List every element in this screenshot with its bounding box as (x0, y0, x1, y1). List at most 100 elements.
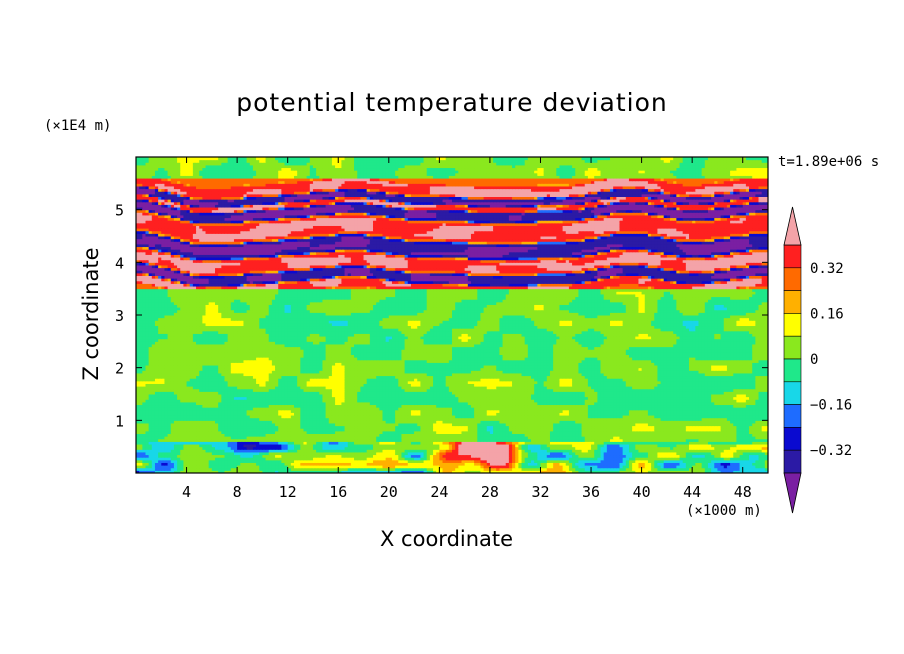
contour-cell (730, 454, 734, 458)
contour-cell (439, 449, 444, 453)
contour-cell (287, 433, 292, 437)
contour-cell (657, 462, 662, 466)
contour-cell (549, 425, 554, 429)
contour-cell (758, 441, 763, 445)
contour-cell (600, 441, 605, 445)
contour-cell (591, 457, 595, 461)
contour-cell (616, 449, 620, 453)
contour-cell (707, 454, 712, 458)
contour-cell (496, 420, 500, 424)
contour-cell (597, 446, 602, 450)
contour-cell (173, 438, 178, 442)
contour-cell (515, 428, 519, 432)
contour-cell (395, 444, 399, 448)
contour-cell (534, 454, 538, 458)
contour-cell (145, 465, 150, 469)
contour-cell (689, 454, 693, 458)
contour-cell (303, 444, 308, 448)
contour-cell (433, 462, 437, 466)
contour-cell (455, 454, 459, 458)
contour-cell (376, 449, 380, 453)
contour-cell (654, 451, 658, 456)
contour-cell (647, 422, 652, 427)
contour-cell (584, 470, 589, 473)
contour-cell (445, 462, 450, 466)
contour-cell (312, 449, 317, 453)
contour-cell (527, 420, 532, 424)
contour-cell (268, 433, 273, 437)
contour-cell (562, 467, 567, 471)
contour-cell (297, 457, 301, 461)
contour-cell (600, 446, 605, 450)
contour-cell (237, 433, 241, 437)
contour-cell (606, 438, 611, 442)
contour-cell (366, 433, 371, 437)
contour-cell (692, 459, 696, 463)
contour-cell (322, 441, 327, 445)
contour-cell (376, 459, 380, 463)
contour-cell (218, 420, 222, 424)
contour-cell (616, 470, 620, 473)
contour-cell (439, 470, 444, 473)
contour-cell (189, 465, 194, 469)
contour-cell (297, 459, 301, 463)
contour-cell (142, 457, 146, 461)
contour-cell (388, 454, 393, 458)
contour-cell (698, 441, 703, 445)
contour-cell (151, 428, 156, 432)
contour-cell (284, 449, 289, 453)
contour-cell (211, 433, 216, 437)
contour-cell (685, 467, 690, 471)
contour-cell (663, 449, 668, 453)
contour-cell (414, 425, 418, 429)
contour-cell (294, 459, 298, 463)
contour-cell (357, 441, 361, 445)
contour-cell (704, 470, 709, 473)
contour-cell (401, 425, 406, 429)
contour-cell (726, 436, 731, 440)
contour-cell (676, 428, 681, 432)
contour-cell (695, 467, 699, 471)
contour-cell (335, 444, 339, 448)
contour-cell (508, 449, 513, 453)
contour-cell (632, 457, 636, 461)
contour-cell (515, 436, 519, 440)
contour-cell (271, 428, 276, 432)
contour-cell (256, 451, 260, 456)
contour-cell (347, 446, 352, 450)
contour-cell (344, 444, 349, 448)
contour-cell (395, 425, 399, 429)
contour-cell (600, 459, 605, 463)
contour-cell (265, 430, 270, 434)
contour-cell (357, 454, 361, 458)
contour-cell (641, 449, 646, 453)
contour-cell (654, 457, 658, 461)
contour-cell (300, 459, 304, 463)
contour-cell (499, 451, 504, 456)
contour-cell (369, 459, 374, 463)
contour-cell (420, 428, 425, 432)
contour-cell (215, 438, 219, 442)
contour-cell (464, 441, 469, 445)
contour-cell (635, 470, 639, 473)
contour-cell (720, 449, 725, 453)
contour-cell (575, 422, 579, 427)
contour-cell (436, 446, 440, 450)
contour-cell (745, 433, 750, 437)
contour-cell (647, 433, 652, 437)
contour-cell (205, 462, 210, 466)
contour-cell (752, 470, 756, 473)
contour-cell (537, 451, 541, 456)
contour-cell (641, 446, 646, 450)
contour-cell (625, 441, 630, 445)
contour-cell (303, 451, 308, 456)
contour-cell (682, 446, 687, 450)
contour-cell (657, 422, 662, 427)
contour-cell (736, 425, 741, 429)
contour-cell (568, 441, 573, 445)
contour-cell (733, 454, 737, 458)
contour-cell (215, 454, 219, 458)
contour-cell (660, 446, 665, 450)
contour-cell (685, 422, 690, 427)
contour-cell (739, 457, 744, 461)
